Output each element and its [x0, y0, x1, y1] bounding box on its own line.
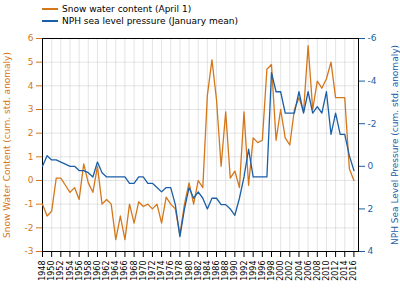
svg-text:1: 1 [28, 152, 34, 162]
svg-text:1974: 1974 [157, 261, 166, 281]
svg-text:-3: -3 [25, 246, 34, 256]
svg-text:2002: 2002 [285, 261, 294, 281]
svg-text:1968: 1968 [130, 261, 139, 281]
svg-text:2006: 2006 [304, 261, 313, 281]
svg-text:1948: 1948 [38, 261, 47, 281]
svg-text:1984: 1984 [203, 261, 212, 281]
svg-text:Snow Water Content (cum. std.: Snow Water Content (cum. std. anomaly) [2, 52, 12, 238]
svg-text:4: 4 [368, 246, 374, 256]
svg-text:NPH Sea Level Pressure (cum. s: NPH Sea Level Pressure (cum. std. anomal… [390, 45, 400, 245]
svg-text:1994: 1994 [249, 261, 258, 281]
svg-text:2004: 2004 [295, 261, 304, 281]
svg-text:1988: 1988 [221, 261, 230, 281]
svg-text:3: 3 [28, 104, 34, 114]
svg-text:1982: 1982 [194, 261, 203, 281]
svg-text:1996: 1996 [258, 261, 267, 281]
html-text:Snow water content (April 1): Snow water content (April 1) [62, 4, 192, 14]
svg-text:1958: 1958 [84, 261, 93, 281]
svg-text:-4: -4 [368, 76, 377, 86]
svg-text:1964: 1964 [111, 261, 120, 281]
svg-text:2008: 2008 [313, 261, 322, 281]
svg-text:2016: 2016 [349, 261, 358, 281]
svg-text:1972: 1972 [148, 261, 157, 281]
svg-text:1976: 1976 [166, 261, 175, 281]
svg-text:1990: 1990 [230, 261, 239, 281]
svg-text:-2: -2 [25, 223, 34, 233]
svg-text:1962: 1962 [102, 261, 111, 281]
svg-text:0: 0 [368, 161, 374, 171]
svg-text:1986: 1986 [212, 261, 221, 281]
svg-text:2012: 2012 [331, 261, 340, 281]
svg-text:1992: 1992 [240, 261, 249, 281]
svg-text:4: 4 [28, 81, 34, 91]
svg-text:-1: -1 [25, 199, 34, 209]
svg-text:1980: 1980 [185, 261, 194, 281]
svg-text:6: 6 [28, 33, 34, 43]
svg-text:1954: 1954 [66, 261, 75, 281]
svg-text:1952: 1952 [56, 261, 65, 281]
svg-text:0: 0 [28, 175, 34, 185]
svg-text:2010: 2010 [322, 261, 331, 281]
svg-text:-6: -6 [368, 33, 377, 43]
svg-text:-2: -2 [368, 119, 377, 129]
svg-text:1950: 1950 [47, 261, 56, 281]
svg-text:1960: 1960 [93, 261, 102, 281]
svg-text:2: 2 [28, 128, 34, 138]
svg-text:1978: 1978 [175, 261, 184, 281]
svg-text:1966: 1966 [120, 261, 129, 281]
svg-text:2000: 2000 [276, 261, 285, 281]
svg-text:1956: 1956 [75, 261, 84, 281]
svg-text:1970: 1970 [139, 261, 148, 281]
svg-text:2: 2 [368, 204, 374, 214]
svg-text:1998: 1998 [267, 261, 276, 281]
svg-text:2014: 2014 [340, 261, 349, 281]
svg-text:5: 5 [28, 57, 34, 67]
html-text:NPH sea level pressure (Januar: NPH sea level pressure (January mean) [62, 16, 238, 26]
